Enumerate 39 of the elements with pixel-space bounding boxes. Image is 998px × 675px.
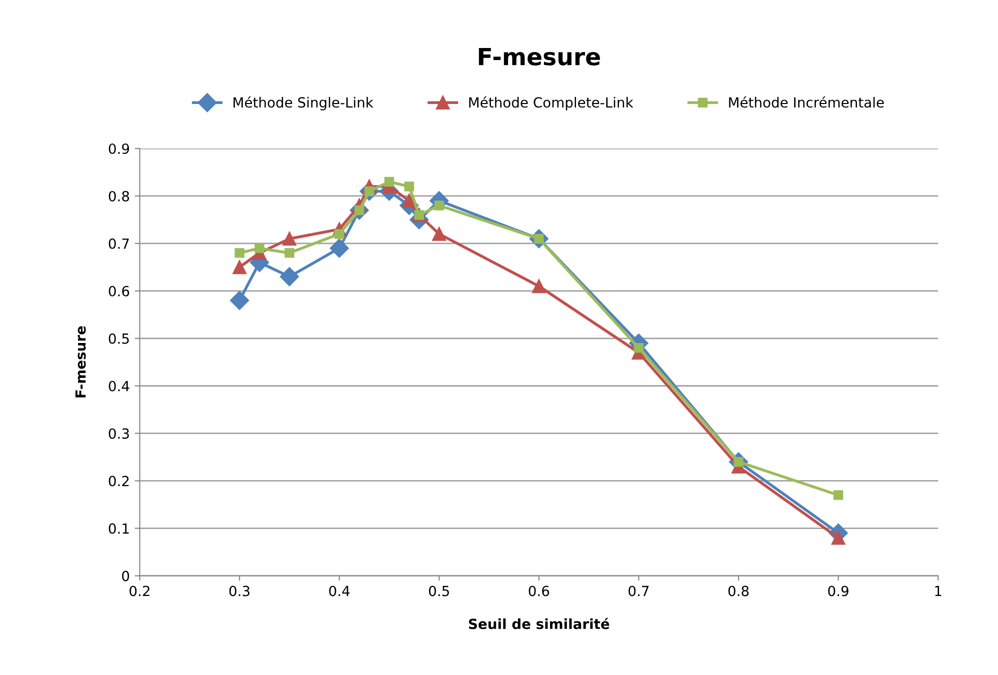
- y-tick-label: 0.5: [108, 333, 129, 344]
- y-tick-label: 0.9: [108, 143, 130, 154]
- y-tick-label: 0.4: [108, 380, 130, 392]
- y-tick-label: 0: [122, 570, 130, 582]
- point: [833, 490, 844, 500]
- point: [280, 267, 299, 286]
- point: [404, 182, 414, 192]
- x-tick-label: 0.9: [828, 586, 848, 596]
- x-tick-label: 0.4: [329, 586, 350, 596]
- point: [384, 176, 394, 187]
- point: [330, 238, 349, 258]
- point: [282, 232, 296, 246]
- chart-title: F-mesure: [478, 48, 600, 66]
- legend-label: Méthode Complete-Link: [469, 96, 634, 110]
- point: [634, 343, 644, 353]
- x-tick-label: 0.2: [130, 586, 150, 596]
- legend-label: Méthode Single-Link: [234, 96, 374, 110]
- y-axis-title: F-mesure: [75, 326, 86, 398]
- point: [230, 290, 250, 310]
- x-tick-label: 0.8: [728, 586, 749, 596]
- x-axis-title: Seuil de similarité: [468, 618, 610, 630]
- y-tick-label: 0.6: [108, 286, 130, 296]
- x-tick-label: 0.6: [528, 586, 550, 596]
- point: [532, 279, 546, 294]
- point: [234, 248, 244, 258]
- y-tick-label: 0.1: [108, 523, 129, 534]
- y-tick-label: 0.3: [108, 428, 129, 439]
- point: [284, 248, 294, 258]
- point: [232, 260, 246, 274]
- x-tick-label: 0.7: [628, 586, 649, 596]
- legend-label: Méthode Incrémentale: [729, 96, 884, 108]
- point: [432, 227, 446, 241]
- y-tick-label: 0.2: [108, 476, 129, 486]
- y-tick-label: 0.8: [108, 190, 130, 202]
- y-tick-label: 0.7: [108, 238, 129, 249]
- x-tick-label: 0.5: [428, 586, 449, 596]
- point: [254, 243, 264, 254]
- x-tick-label: 0.3: [229, 586, 250, 596]
- x-tick-label: 1: [935, 586, 942, 596]
